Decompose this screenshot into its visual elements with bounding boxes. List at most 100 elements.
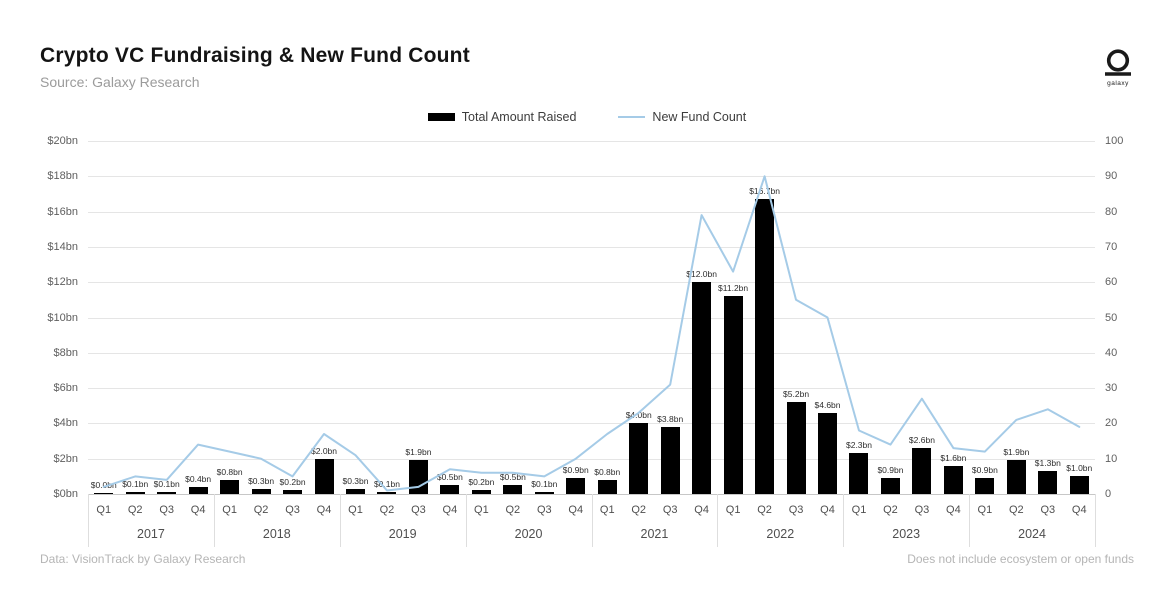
bar [849, 453, 869, 494]
x-axis-quarter-label: Q4 [442, 504, 458, 516]
x-axis-year-label: 2024 [1018, 527, 1046, 541]
x-axis-quarter-label: Q3 [536, 504, 552, 516]
year-separator [214, 494, 215, 547]
x-axis-quarter-label: Q1 [348, 504, 363, 516]
line-swatch-icon [618, 115, 646, 119]
bar [440, 485, 460, 494]
y-axis-label-left: $0bn [53, 487, 78, 500]
gridline [88, 353, 1095, 354]
y-axis-label-left: $20bn [47, 134, 78, 147]
bar-value-label: $4.6bn [814, 399, 841, 410]
bar-value-label: $0.1bn [531, 479, 558, 490]
bar [786, 402, 806, 494]
x-axis-quarter-label: Q2 [883, 504, 898, 516]
y-axis-label-left: $6bn [53, 381, 78, 394]
bar [723, 296, 743, 494]
gridline [88, 318, 1095, 319]
y-axis-label-left: $8bn [53, 346, 78, 359]
y-axis-label-left: $16bn [47, 205, 78, 218]
bar-value-label: $5.2bn [783, 389, 810, 400]
x-axis-quarter-label: Q2 [1008, 504, 1024, 516]
bar-value-label: $3.8bn [657, 413, 684, 424]
gridline [88, 423, 1095, 424]
bar [471, 490, 491, 494]
y-axis-label-left: $18bn [47, 169, 78, 182]
y-axis-label-right: 0 [1105, 487, 1112, 500]
bar-value-label: $0.1bn [122, 479, 149, 490]
gridline [88, 247, 1095, 248]
year-separator [466, 494, 467, 547]
fund-count-line [102, 175, 1081, 492]
x-axis-quarter-label: Q2 [631, 504, 647, 516]
bar [283, 490, 303, 494]
x-axis-quarter-label: Q4 [820, 504, 835, 516]
x-axis-quarter-label: Q1 [851, 504, 867, 516]
bar [1038, 471, 1058, 494]
year-separator [843, 494, 844, 547]
bar [408, 460, 428, 494]
x-axis-quarter-label: Q3 [159, 504, 175, 516]
bar-value-label: $0.4bn [185, 473, 212, 484]
bar-value-label: $0.1bn [153, 479, 180, 490]
y-axis-label-left: $10bn [47, 311, 78, 324]
x-axis-quarter-label: Q1 [599, 504, 615, 516]
bar [94, 492, 114, 494]
gridline [88, 459, 1095, 460]
y-axis-label-right: 60 [1105, 275, 1118, 288]
x-axis-quarter-label: Q4 [316, 504, 332, 516]
bar-value-label: $1.9bn [405, 447, 432, 458]
x-axis-quarter-label: Q1 [222, 504, 237, 516]
year-separator [340, 494, 341, 547]
x-axis-year-label: 2018 [262, 527, 291, 541]
page-subtitle: Source: Galaxy Research [40, 74, 200, 90]
bar-value-label: $1.9bn [1003, 447, 1030, 458]
bar-value-label: $0.8bn [594, 466, 621, 477]
footer-disclaimer: Does not include ecosystem or open funds [907, 552, 1134, 566]
gridline [88, 388, 1095, 389]
legend-item-total-raised: Total Amount Raised [427, 110, 577, 124]
y-axis-label-left: $14bn [47, 240, 78, 253]
bar [943, 465, 963, 494]
x-axis-year-label: 2023 [892, 527, 921, 541]
bar-value-label: $0.2bn [279, 477, 306, 488]
bar-value-label: $0.1bn [373, 479, 400, 490]
x-axis-year-label: 2022 [766, 527, 795, 541]
gridline [88, 141, 1095, 142]
bar [314, 458, 334, 494]
x-axis-quarter-label: Q1 [96, 504, 112, 516]
x-axis-quarter-label: Q3 [662, 504, 678, 516]
bar [503, 485, 523, 494]
bar [1069, 476, 1089, 494]
year-separator [592, 494, 593, 547]
bar [818, 412, 838, 494]
y-axis-label-right: 80 [1105, 205, 1118, 218]
year-separator [969, 494, 970, 547]
y-axis-label-left: $12bn [47, 275, 78, 288]
bar [755, 199, 775, 494]
bar [1006, 460, 1026, 494]
bar-value-label: $12.0bn [686, 269, 717, 280]
bar [660, 426, 680, 494]
legend-label-total-raised: Total Amount Raised [461, 110, 577, 124]
page-title: Crypto VC Fundraising & New Fund Count [40, 44, 470, 67]
year-separator [1095, 494, 1096, 547]
x-axis-year-label: 2017 [137, 527, 165, 541]
x-axis-quarter-label: Q3 [914, 504, 930, 516]
year-separator [88, 494, 89, 547]
bar [597, 479, 617, 494]
x-axis-quarter-label: Q4 [568, 504, 584, 516]
x-axis-quarter-label: Q4 [946, 504, 961, 516]
y-axis-label-right: 10 [1105, 452, 1118, 465]
bar-value-label: $0.9bn [562, 465, 589, 476]
y-axis-label-left: $4bn [53, 416, 78, 429]
x-axis-quarter-label: Q1 [474, 504, 489, 516]
x-axis-quarter-label: Q2 [757, 504, 772, 516]
y-axis-label-left: $2bn [53, 452, 78, 465]
bar-value-label: $2.0bn [311, 445, 338, 456]
bar-value-label: $0.9bn [877, 465, 904, 476]
bar-value-label: $0.0bn [90, 479, 117, 490]
bar [251, 488, 271, 494]
x-axis-quarter-label: Q2 [253, 504, 269, 516]
bar-value-label: $0.5bn [499, 472, 526, 483]
